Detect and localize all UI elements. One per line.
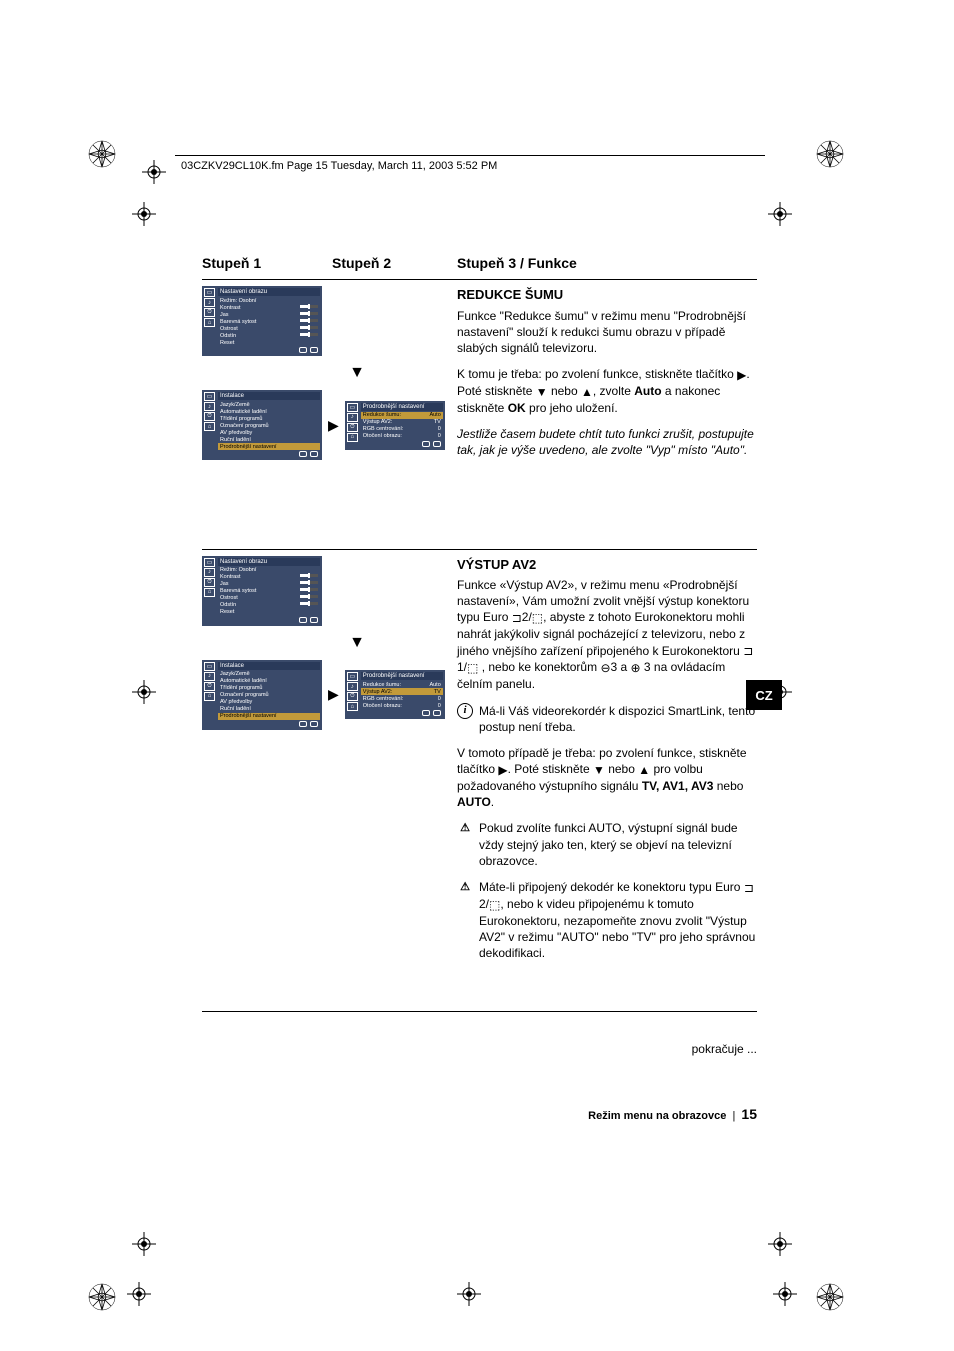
scart-icon: ⊐: [744, 880, 754, 896]
regmark-crosshair: [125, 1280, 153, 1308]
menu-tab-icon: ▭: [347, 403, 358, 412]
regmark-crosshair: [130, 200, 158, 228]
menu-tab-icon: ▭: [204, 288, 215, 297]
header-rule: [175, 155, 765, 156]
arrow-down-icon: ▼: [536, 384, 548, 400]
warning-note: ⚠ Máte-li připojený dekodér ke konektoru…: [457, 879, 757, 961]
regmark-crosshair: [771, 1280, 799, 1308]
menu-instalace: ▭♪⏱⌂ Instalace Jazyk/Země Automatické la…: [202, 660, 322, 730]
warning-icon: ⚠: [457, 820, 473, 836]
jack-in-icon: ⊖: [600, 660, 610, 676]
arrow-up-icon: ▲: [581, 384, 593, 400]
scart-icon: ⊐: [743, 643, 753, 659]
info-icon: i: [457, 703, 473, 719]
regmark-crosshair: [455, 1280, 483, 1308]
regmark-crosshair: [130, 1230, 158, 1258]
menu-tab-icon: ♪: [347, 413, 358, 422]
smartlink-icon: ⬚: [532, 610, 543, 626]
regmark-sunburst: [88, 1283, 116, 1311]
page-number: 15: [741, 1106, 757, 1122]
menu-title: Instalace: [218, 392, 320, 400]
menu-tab-icon: ⏱: [204, 412, 215, 421]
menu-tab-icon: ♪: [204, 298, 215, 307]
arrow-down-icon: ▼: [349, 634, 365, 652]
section-title: REDUKCE ŠUMU: [457, 286, 757, 304]
regmark-sunburst: [88, 140, 116, 168]
arrow-down-icon: ▼: [593, 762, 605, 778]
header-filename: 03CZKV29CL10K.fm Page 15 Tuesday, March …: [181, 160, 497, 172]
menu-tab-icon: ⏱: [347, 423, 358, 432]
regmark-crosshair: [140, 158, 168, 186]
regmark-crosshair: [130, 678, 158, 706]
body-text: Funkce "Redukce šumu" v režimu menu "Pro…: [457, 308, 757, 357]
scart-icon: ⊐: [512, 610, 522, 626]
menu-prodrobnejsi: ▭ ♪ ⏱ ⌂ Prodrobnější nastavení Redukce š…: [345, 401, 445, 450]
warning-note: ⚠ Pokud zvolíte funkci AUTO, výstupní si…: [457, 820, 757, 869]
arrow-right-icon: ▶: [328, 686, 339, 703]
page-footer: Režim menu na obrazovce | 15: [202, 1106, 757, 1122]
menu-tab-icon: ⏱: [204, 308, 215, 317]
arrow-up-icon: ▲: [638, 762, 650, 778]
menu-instalace: ▭ ♪ ⏱ ⌂ Instalace Jazyk/Země Automatické…: [202, 390, 322, 460]
section-title: VÝSTUP AV2: [457, 556, 757, 574]
regmark-sunburst: [816, 140, 844, 168]
arrow-down-icon: ▼: [349, 364, 365, 382]
body-text: K tomu je třeba: po zvolení funkce, stis…: [457, 366, 757, 416]
regmark-sunburst: [816, 1283, 844, 1311]
menu-title: Prodrobnější nastavení: [361, 403, 443, 411]
section-rule: [202, 1011, 757, 1012]
arrow-right-icon: ▶: [498, 762, 507, 778]
body-text-italic: Jestliže časem budete chtít tuto funkci …: [457, 426, 757, 458]
smartlink-icon: ⬚: [489, 897, 500, 913]
menu-tab-icon: ⌂: [204, 318, 215, 327]
menu-tab-icon: ▭: [204, 392, 215, 401]
menu-tab-icon: ⌂: [204, 422, 215, 431]
body-text: V tomoto případě je třeba: po zvolení fu…: [457, 745, 757, 810]
regmark-crosshair: [766, 200, 794, 228]
menu-prodrobnejsi: ▭♪⏱⌂ Prodrobnější nastavení Redukce šumu…: [345, 670, 445, 719]
column-headers: Stupeň 1 Stupeň 2 Stupeň 3 / Funkce: [202, 255, 757, 271]
continues-text: pokračuje ...: [202, 1042, 757, 1056]
menu-obraz: ▭♪⏱⌂ Nastavení obrazu Režim: Osobní Kont…: [202, 556, 322, 626]
body-text: Funkce «Výstup AV2», v režimu menu «Prod…: [457, 577, 757, 693]
arrow-right-icon: ▶: [328, 417, 339, 434]
info-note: i Má-li Váš videorekordér k dispozici Sm…: [457, 703, 757, 735]
col-head-1: Stupeň 1: [202, 255, 332, 271]
col-head-3: Stupeň 3 / Funkce: [457, 255, 757, 271]
jack-out-icon: ⊕: [631, 660, 641, 676]
menu-title: Nastavení obrazu: [218, 288, 320, 296]
menu-tab-icon: ⌂: [347, 433, 358, 442]
smartlink-icon: ⬚: [467, 660, 478, 676]
menu-obraz: ▭ ♪ ⏱ ⌂ Nastavení obrazu Režim: Osobní K…: [202, 286, 322, 356]
section-vystup-av2: ▭♪⏱⌂ Nastavení obrazu Režim: Osobní Kont…: [202, 549, 757, 972]
arrow-right-icon: ▶: [737, 367, 746, 383]
menu-tab-icon: ♪: [204, 402, 215, 411]
section-redukce-sumu: ▭ ♪ ⏱ ⌂ Nastavení obrazu Režim: Osobní K…: [202, 279, 757, 469]
warning-icon: ⚠: [457, 879, 473, 895]
col-head-2: Stupeň 2: [332, 255, 457, 271]
regmark-crosshair: [766, 1230, 794, 1258]
